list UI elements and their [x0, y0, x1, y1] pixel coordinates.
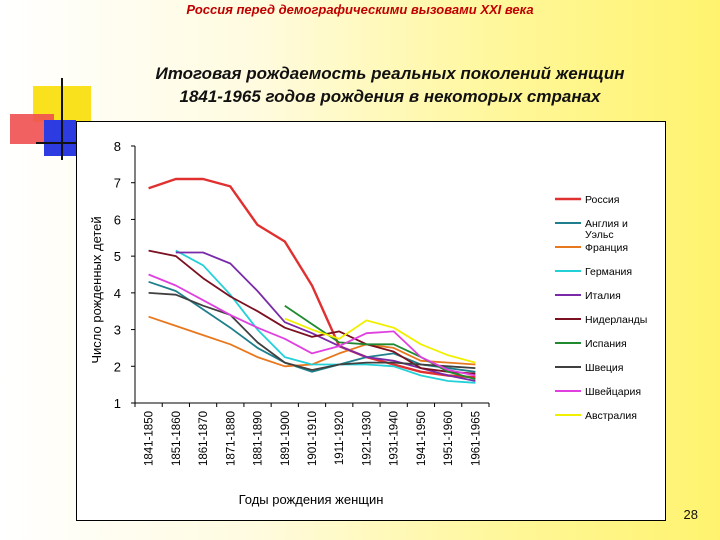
x-tick-label: 1871-1880 — [225, 411, 237, 466]
x-tick-label: 1841-1850 — [144, 411, 156, 466]
x-tick-label: 1901-1910 — [307, 411, 319, 466]
decorative-blue-square — [44, 120, 76, 156]
x-tick-label: 1921-1930 — [361, 411, 373, 466]
slide-title-line-2: 1841-1965 годов рождения в некоторых стр… — [179, 87, 601, 106]
decorative-horizontal-line — [36, 142, 84, 144]
y-tick-label: 3 — [114, 323, 121, 338]
x-axis-label: Годы рождения женщин — [239, 492, 384, 507]
legend-label: Швеция — [585, 362, 624, 374]
y-tick-label: 5 — [114, 249, 121, 264]
y-axis-label: Число рожденных детей — [89, 216, 104, 363]
legend-label: Россия — [585, 194, 619, 206]
x-tick-label: 1931-1940 — [389, 411, 401, 466]
x-tick-label: 1881-1890 — [253, 411, 265, 466]
y-tick-label: 2 — [114, 359, 121, 374]
legend-label: Англия и Уэльс — [585, 218, 628, 241]
x-tick-label: 1891-1900 — [280, 411, 292, 466]
slide-header: Россия перед демографическими вызовами X… — [186, 2, 534, 17]
x-tick-label: 1961-1965 — [470, 411, 482, 466]
y-tick-label: 8 — [114, 139, 121, 154]
legend-label: Австралия — [585, 410, 637, 422]
x-tick-label: 1951-1960 — [443, 411, 455, 466]
series-line-6 — [148, 249, 476, 375]
y-tick-label: 1 — [114, 396, 121, 411]
decorative-vertical-line — [61, 78, 63, 160]
series-line-7 — [284, 304, 476, 380]
page-number: 28 — [683, 507, 698, 522]
chart-frame: 1 2 3 4 5 6 7 8 1841-1850 1851-1860 1861-1870 1871-… — [76, 121, 666, 521]
legend-label: Германия — [585, 266, 632, 278]
x-tick-label: 1941-1950 — [416, 411, 428, 466]
legend-label: Франция — [585, 242, 628, 254]
fertility-line-chart: 1 2 3 4 5 6 7 8 1841-1850 1851-1860 1861-1870 1871-… — [89, 139, 647, 507]
series-line-1 — [148, 177, 476, 379]
x-tick-label: 1861-1870 — [198, 411, 210, 466]
x-tick-label: 1851-1860 — [171, 411, 183, 466]
series-line-4 — [175, 249, 476, 384]
legend-label: Италия — [585, 290, 621, 302]
series-line-9 — [148, 273, 476, 377]
series-line-2 — [148, 280, 476, 373]
legend-label: Нидерланды — [585, 314, 647, 326]
slide-title-line-1: Итоговая рождаемость реальных поколений … — [155, 64, 625, 83]
y-tick-label: 6 — [114, 212, 121, 227]
legend-label: Испания — [585, 338, 627, 350]
series-line-8 — [148, 292, 476, 371]
x-tick-label: 1911-1920 — [334, 411, 346, 465]
y-tick-label: 7 — [114, 176, 121, 191]
slide-title: Итоговая рождаемость реальных поколений … — [100, 62, 680, 108]
series-line-10 — [284, 317, 476, 364]
y-tick-label: 4 — [114, 286, 121, 301]
legend-label: Швейцария — [585, 386, 641, 398]
